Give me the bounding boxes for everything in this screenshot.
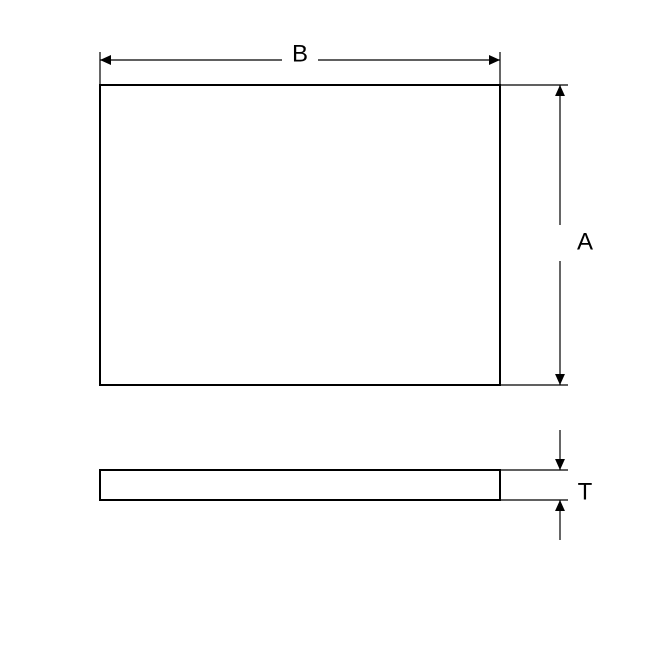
dim-label-a: A	[577, 228, 593, 255]
dim-label-b: B	[292, 40, 308, 67]
dim-label-t: T	[578, 478, 593, 505]
